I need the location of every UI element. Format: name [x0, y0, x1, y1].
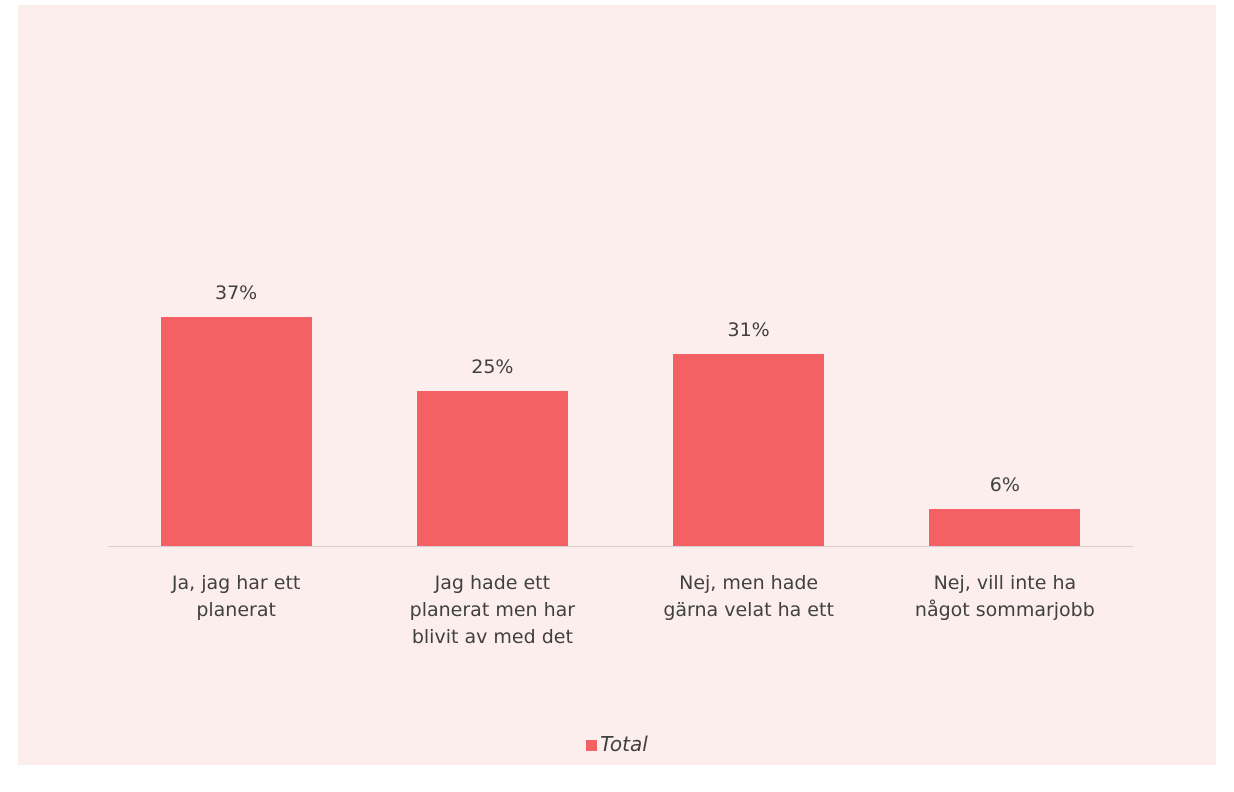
- legend-swatch: [586, 740, 598, 751]
- x-axis: [108, 546, 1133, 547]
- data-label: 37%: [215, 281, 258, 304]
- legend-label: Total: [600, 732, 648, 756]
- x-tick-label: Jag hade ett planerat men har blivit av …: [409, 572, 576, 648]
- data-label: 31%: [727, 318, 770, 341]
- bar: [673, 353, 825, 546]
- x-tick-label: Nej, vill inte ha något sommarjobb: [914, 572, 1095, 621]
- legend: Total: [0, 732, 1234, 756]
- x-tick-label: Nej, men hade gärna velat ha ett: [663, 572, 834, 621]
- bar: [160, 316, 312, 546]
- data-label: 6%: [989, 473, 1020, 496]
- x-tick-label: Ja, jag har ett planerat: [171, 572, 301, 621]
- data-label: 25%: [471, 356, 514, 378]
- bar: [416, 391, 568, 546]
- bar: [929, 508, 1081, 546]
- legend-item: Total: [586, 732, 648, 756]
